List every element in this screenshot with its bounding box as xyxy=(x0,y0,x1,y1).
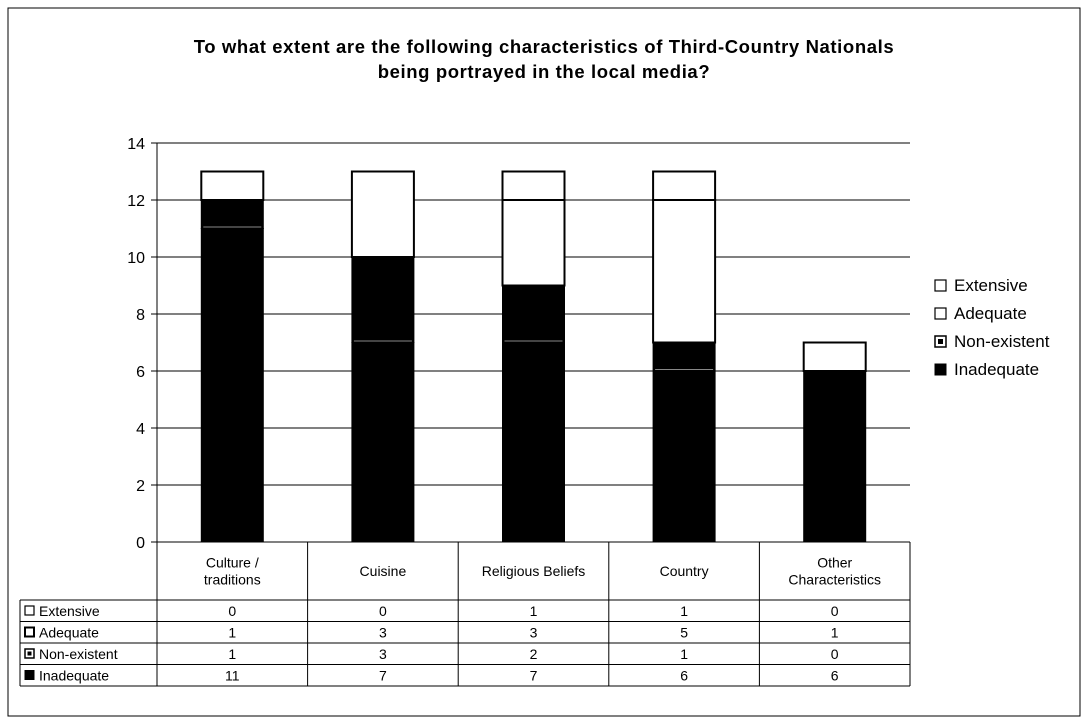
bar-extensive xyxy=(501,170,566,201)
bar-non-existent xyxy=(502,285,565,343)
table-cell-value: 6 xyxy=(680,668,688,684)
x-category-label: Culture / xyxy=(206,555,259,571)
y-tick-label: 6 xyxy=(136,364,145,381)
legend-label: Inadequate xyxy=(954,360,1039,379)
table-cell-value: 6 xyxy=(831,668,839,684)
x-category-label: Other xyxy=(817,555,852,571)
chart-title-line: being portrayed in the local media? xyxy=(378,61,710,82)
table-row-label: Extensive xyxy=(39,603,100,619)
table-cell-value: 1 xyxy=(831,625,839,641)
table-cell-value: 7 xyxy=(379,668,387,684)
table-cell-value: 5 xyxy=(680,625,688,641)
table-key-extensive xyxy=(24,605,35,616)
table-cell-value: 7 xyxy=(530,668,538,684)
bar-inadequate xyxy=(200,228,264,543)
x-category-label: Country xyxy=(660,563,709,579)
legend-key-adequate xyxy=(934,307,947,320)
chart-title: To what extent are the following charact… xyxy=(194,36,894,82)
legend-key-non-existent-inner xyxy=(938,339,943,344)
legend-label: Adequate xyxy=(954,304,1027,323)
x-category-labels: Culture /traditions Cuisine Religious Beli… xyxy=(204,555,881,588)
bar-non-existent xyxy=(652,342,716,372)
legend-label: Extensive xyxy=(954,276,1028,295)
bar-inadequate xyxy=(803,370,867,543)
table-cell-value: 1 xyxy=(228,646,236,662)
legend: Extensive Adequate Non-existent Inadequate xyxy=(934,276,1050,379)
table-cell-value: 1 xyxy=(680,646,688,662)
table-cell-value: 3 xyxy=(530,625,538,641)
bar-inadequate xyxy=(652,370,716,543)
bar-extensive xyxy=(652,170,717,201)
x-category-label: Characteristics xyxy=(788,572,881,588)
legend-key-extensive xyxy=(934,279,947,292)
table-cell-value: 11 xyxy=(225,668,240,684)
y-tick-label: 8 xyxy=(136,307,145,324)
y-tick-label: 0 xyxy=(136,535,145,552)
chart-title-line: To what extent are the following charact… xyxy=(194,36,894,57)
legend-key-inadequate xyxy=(934,363,947,376)
y-tick-label: 10 xyxy=(127,250,145,267)
table-cell-value: 3 xyxy=(379,646,387,662)
bar-non-existent xyxy=(351,256,415,343)
table-key-adequate xyxy=(24,626,35,638)
bar-adequate xyxy=(652,199,717,344)
y-tick-label: 4 xyxy=(136,421,145,438)
y-tick-label: 14 xyxy=(127,136,145,153)
table-cell-value: 0 xyxy=(831,646,839,662)
legend-label: Non-existent xyxy=(954,332,1050,351)
table-cell-value: 1 xyxy=(228,625,236,641)
table-row-label: Non-existent xyxy=(39,646,118,662)
table-key-inadequate xyxy=(24,670,35,680)
bars xyxy=(200,170,867,543)
table-cell-value: 1 xyxy=(680,603,688,619)
bar-non-existent xyxy=(200,199,264,229)
table-key-non-existent-inner xyxy=(27,651,32,656)
bar-adequate xyxy=(501,199,566,287)
y-tick-label: 12 xyxy=(127,193,145,210)
bar-adequate xyxy=(200,170,265,201)
y-tick-label: 2 xyxy=(136,478,145,495)
x-category-label: Cuisine xyxy=(360,563,407,579)
table-row-label: Inadequate xyxy=(39,668,109,684)
x-category-label: traditions xyxy=(204,572,261,588)
bar-inadequate xyxy=(351,342,415,543)
table-row-label: Adequate xyxy=(39,625,99,641)
table-cell-value: 0 xyxy=(831,603,839,619)
y-axis-ticks: 0 2 4 6 8 10 12 14 xyxy=(127,136,157,552)
table-cell-value: 2 xyxy=(530,646,538,662)
bar-adequate xyxy=(350,170,415,258)
table-cell-value: 0 xyxy=(379,603,387,619)
table-cell-value: 3 xyxy=(379,625,387,641)
bar-inadequate xyxy=(502,342,565,543)
table-cell-value: 0 xyxy=(228,603,236,619)
x-category-label: Religious Beliefs xyxy=(482,563,586,579)
table-cell-value: 1 xyxy=(530,603,538,619)
bar-adequate xyxy=(802,341,867,372)
